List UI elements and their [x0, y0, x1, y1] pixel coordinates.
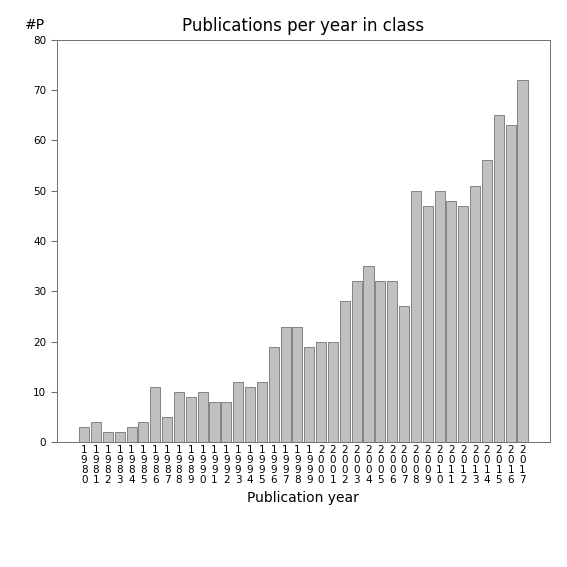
Bar [494, 115, 504, 442]
Bar [221, 402, 231, 442]
Bar [79, 427, 89, 442]
Bar [363, 266, 374, 442]
Bar [138, 422, 149, 442]
Bar [316, 341, 326, 442]
Bar [482, 160, 492, 442]
Bar [257, 382, 267, 442]
Bar [245, 387, 255, 442]
X-axis label: Publication year: Publication year [247, 490, 359, 505]
Bar [340, 302, 350, 442]
Bar [328, 341, 338, 442]
Bar [352, 281, 362, 442]
Y-axis label: #P: #P [24, 18, 45, 32]
Bar [150, 387, 160, 442]
Bar [198, 392, 208, 442]
Bar [115, 432, 125, 442]
Bar [91, 422, 101, 442]
Bar [269, 346, 279, 442]
Bar [375, 281, 386, 442]
Bar [470, 185, 480, 442]
Bar [446, 201, 456, 442]
Bar [209, 402, 219, 442]
Title: Publications per year in class: Publications per year in class [182, 18, 425, 35]
Bar [126, 427, 137, 442]
Bar [458, 206, 468, 442]
Bar [233, 382, 243, 442]
Bar [103, 432, 113, 442]
Bar [281, 327, 291, 442]
Bar [399, 306, 409, 442]
Bar [162, 417, 172, 442]
Bar [423, 206, 433, 442]
Bar [387, 281, 397, 442]
Bar [186, 397, 196, 442]
Bar [518, 80, 527, 442]
Bar [174, 392, 184, 442]
Bar [293, 327, 302, 442]
Bar [434, 191, 445, 442]
Bar [304, 346, 314, 442]
Bar [506, 125, 516, 442]
Bar [411, 191, 421, 442]
